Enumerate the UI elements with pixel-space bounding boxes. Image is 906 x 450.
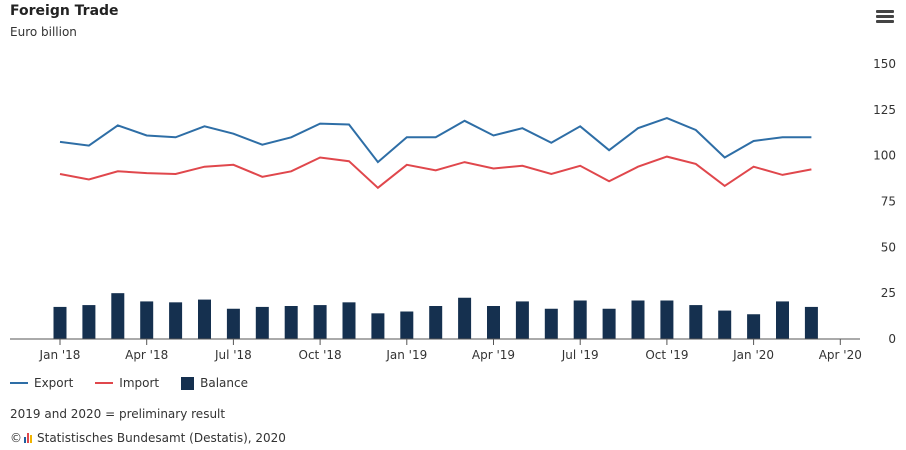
balance-bar[interactable] bbox=[371, 313, 385, 339]
y-tick-label: 150 bbox=[873, 57, 896, 71]
y-tick-label: 100 bbox=[873, 149, 896, 163]
export-line bbox=[59, 117, 812, 164]
legend: Export Import Balance bbox=[10, 376, 270, 390]
balance-bar[interactable] bbox=[255, 306, 269, 339]
balance-bar[interactable] bbox=[602, 308, 616, 339]
destatis-logo-icon bbox=[24, 433, 33, 443]
balance-bar[interactable] bbox=[140, 301, 154, 339]
source-text: Statistisches Bundesamt (Destatis), 2020 bbox=[37, 431, 286, 445]
x-tick-label: Jul '18 bbox=[214, 348, 252, 362]
legend-item-export[interactable]: Export bbox=[10, 376, 73, 390]
hamburger-menu-icon[interactable] bbox=[876, 10, 894, 24]
source-credit: © Statistisches Bundesamt (Destatis), 20… bbox=[10, 431, 286, 445]
balance-bar[interactable] bbox=[747, 314, 761, 339]
x-tick-label: Jan '19 bbox=[385, 348, 427, 362]
balance-bar[interactable] bbox=[198, 299, 211, 339]
balance-bar[interactable] bbox=[82, 305, 96, 339]
balance-bar[interactable] bbox=[689, 305, 703, 339]
balance-bar[interactable] bbox=[718, 310, 732, 339]
y-tick-label: 0 bbox=[888, 332, 896, 346]
balance-bar[interactable] bbox=[776, 301, 789, 339]
balance-bar[interactable] bbox=[573, 300, 587, 340]
legend-item-balance[interactable]: Balance bbox=[181, 376, 248, 390]
balance-bar[interactable] bbox=[544, 308, 558, 339]
x-tick-label: Oct '18 bbox=[299, 348, 342, 362]
export-swatch bbox=[10, 382, 28, 384]
import-line bbox=[59, 155, 812, 190]
balance-swatch bbox=[181, 376, 195, 390]
chart-title: Foreign Trade bbox=[10, 3, 119, 19]
y-tick-label: 25 bbox=[881, 286, 896, 300]
balance-bar[interactable] bbox=[53, 306, 67, 339]
y-axis-ticks: 0 25 50 75 100 125 150 bbox=[873, 57, 896, 346]
balance-bar[interactable] bbox=[458, 297, 472, 339]
balance-bars bbox=[53, 293, 818, 340]
balance-bar[interactable] bbox=[400, 311, 414, 340]
x-tick-label: Jan '20 bbox=[732, 348, 774, 362]
x-tick-label: Apr '18 bbox=[125, 348, 168, 362]
x-tick-label: Apr '20 bbox=[819, 348, 862, 362]
balance-bar[interactable] bbox=[111, 293, 125, 339]
balance-bar[interactable] bbox=[515, 301, 529, 339]
x-tick-label: Apr '19 bbox=[472, 348, 515, 362]
legend-label-import: Import bbox=[119, 376, 160, 390]
legend-item-import[interactable]: Import bbox=[95, 376, 159, 390]
copyright-symbol: © bbox=[10, 431, 22, 445]
footnote: 2019 and 2020 = preliminary result bbox=[10, 407, 226, 421]
balance-bar[interactable] bbox=[342, 302, 356, 339]
x-tick-label: Jul '19 bbox=[561, 348, 599, 362]
balance-bar[interactable] bbox=[169, 302, 183, 339]
balance-bar[interactable] bbox=[660, 300, 674, 340]
x-tick-label: Jan '18 bbox=[39, 348, 81, 362]
balance-bar[interactable] bbox=[804, 306, 818, 339]
x-tick-label: Oct '19 bbox=[645, 348, 688, 362]
balance-bar[interactable] bbox=[226, 308, 240, 339]
chart-area: Jan '18 Apr '18 Jul '18 Oct '18 Jan '19 Apr '… bbox=[10, 57, 896, 362]
balance-bar[interactable] bbox=[487, 306, 500, 339]
legend-label-export: Export bbox=[34, 376, 74, 390]
x-axis-ticks: Jan '18 Apr '18 Jul '18 Oct '18 Jan '19 Apr '… bbox=[39, 339, 862, 362]
import-swatch bbox=[95, 382, 114, 384]
balance-bar[interactable] bbox=[631, 300, 645, 340]
balance-bar[interactable] bbox=[284, 306, 298, 339]
legend-label-balance: Balance bbox=[200, 376, 248, 390]
y-tick-label: 50 bbox=[881, 240, 896, 254]
balance-bar[interactable] bbox=[429, 306, 443, 339]
balance-bar[interactable] bbox=[313, 305, 327, 339]
chart-subtitle: Euro billion bbox=[10, 25, 77, 39]
y-tick-label: 125 bbox=[873, 103, 896, 117]
y-tick-label: 75 bbox=[881, 195, 896, 209]
